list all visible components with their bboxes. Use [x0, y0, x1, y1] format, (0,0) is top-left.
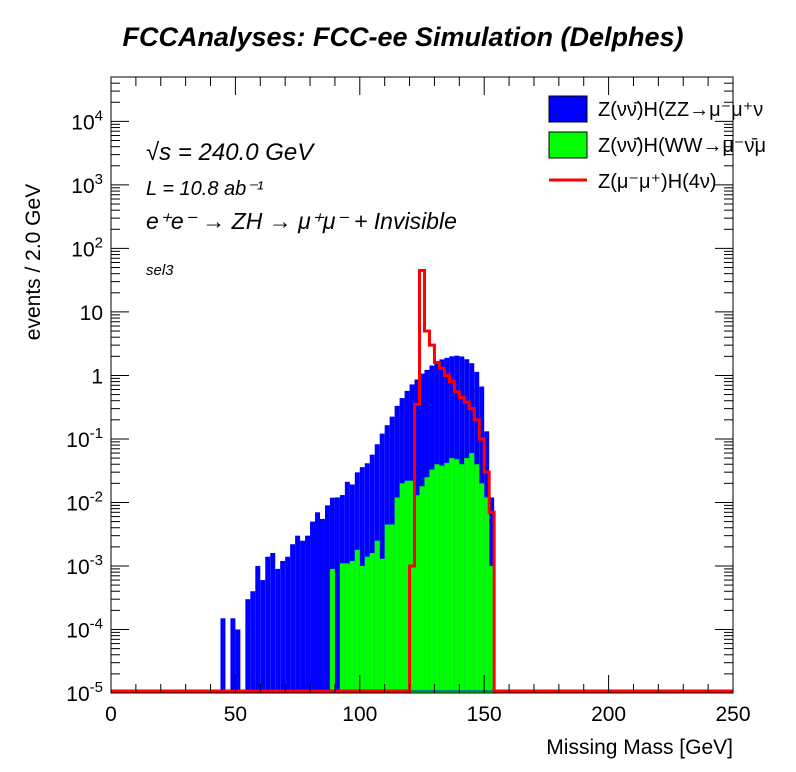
- ww-bar: [439, 465, 445, 693]
- legend-label-signal: Z(μ⁻μ⁺)H(4ν): [598, 171, 717, 193]
- zz-bar: [245, 599, 251, 693]
- x-tick-label: 50: [224, 703, 247, 726]
- legend-entry-ww: Z(νν̄)H(WW→μ⁻ν̄μ: [548, 131, 766, 159]
- ww-bar: [389, 524, 395, 693]
- y-tick-label: 102: [71, 234, 103, 261]
- x-tick-label: 0: [105, 703, 117, 726]
- x-axis-label: Missing Mass [GeV]: [546, 736, 733, 759]
- x-tick-label: 100: [342, 703, 377, 726]
- ww-bar: [414, 495, 420, 693]
- zz-bar: [285, 556, 291, 693]
- ww-bar: [404, 480, 410, 693]
- zz-bar: [319, 518, 325, 693]
- zz-bar: [310, 521, 316, 693]
- x-tick-label: 150: [467, 703, 502, 726]
- zz-bar: [220, 618, 226, 693]
- y-tick-label: 10-2: [66, 488, 103, 515]
- y-tick-label: 10-1: [66, 425, 103, 452]
- y-tick-label: 10-4: [66, 615, 103, 642]
- ww-bar: [424, 477, 430, 693]
- ww-bar: [429, 469, 435, 693]
- annotations: √s = 240.0 GeV L = 10.8 ab⁻¹ e⁺e⁻ → ZH →…: [146, 139, 457, 279]
- legend-entry-signal: Z(μ⁻μ⁺)H(4ν): [549, 171, 717, 193]
- ww-bar: [474, 464, 480, 693]
- legend-entry-zz: Z(νν̄)H(ZZ→μ⁻μ⁺ν: [548, 95, 763, 123]
- y-tick-label: 10: [80, 302, 103, 325]
- y-tick-label: 104: [71, 107, 103, 134]
- legend-label-ww: Z(νν̄)H(WW→μ⁻ν̄μ: [598, 135, 766, 157]
- y-tick-label: 1: [91, 365, 103, 388]
- annotation-selection: sel3: [146, 262, 174, 279]
- ww-bar: [464, 458, 470, 693]
- ww-bar: [344, 563, 350, 693]
- legend-swatch-ww: [548, 131, 588, 159]
- ww-bar: [459, 464, 465, 693]
- legend-swatch-zz: [548, 95, 588, 123]
- ww-bar: [409, 480, 415, 693]
- ww-bar: [379, 558, 385, 693]
- ww-bar: [384, 524, 390, 693]
- ww-bar: [354, 549, 360, 693]
- zz-bar: [290, 544, 296, 693]
- zz-bar: [324, 505, 330, 693]
- y-axis-label: events / 2.0 GeV: [22, 184, 45, 340]
- ww-bar: [364, 556, 370, 693]
- ww-bar: [339, 563, 345, 693]
- zz-bar: [300, 540, 306, 693]
- y-tick-label: 10-3: [66, 552, 103, 579]
- ww-bar: [349, 560, 355, 693]
- ww-bar: [399, 483, 405, 693]
- ww-bar: [484, 497, 490, 693]
- x-tick-label: 200: [591, 703, 626, 726]
- ww-bar: [359, 565, 365, 693]
- ww-bar: [434, 464, 440, 693]
- zz-bar: [250, 591, 256, 693]
- axes: 0 50 100 150 200 250 10-5 10-4 10-3 10-2 10-1 1 10 10…: [66, 76, 751, 726]
- zz-bar: [275, 568, 281, 693]
- zz-bar: [315, 512, 320, 693]
- legend-label-zz: Z(νν̄)H(ZZ→μ⁻μ⁺ν: [598, 99, 763, 121]
- ww-bar: [489, 565, 495, 693]
- zz-bar: [305, 535, 311, 693]
- zz-bar: [230, 618, 236, 693]
- annotation-luminosity: L = 10.8 ab⁻¹: [146, 178, 264, 200]
- x-tick-label: 250: [715, 703, 750, 726]
- zz-bar: [265, 556, 271, 693]
- ww-bar: [479, 483, 485, 693]
- annotation-sqrt-s: √s = 240.0 GeV: [146, 139, 315, 166]
- ww-bar: [419, 486, 425, 693]
- zz-bar: [255, 565, 261, 693]
- zz-bar: [295, 535, 301, 693]
- zz-bar: [235, 629, 241, 693]
- signal-series-line: [111, 268, 733, 693]
- zz-bar: [280, 560, 286, 693]
- annotation-process: e⁺e⁻ → ZH → μ⁺μ⁻ + Invisible: [146, 208, 457, 234]
- zz-bar: [270, 553, 276, 693]
- zz-bar: [260, 580, 266, 693]
- ww-bar: [449, 458, 455, 693]
- chart-title: FCCAnalyses: FCC-ee Simulation (Delphes): [122, 22, 683, 52]
- ww-bar: [469, 453, 475, 693]
- legend: Z(νν̄)H(ZZ→μ⁻μ⁺ν Z(νν̄)H(WW→μ⁻ν̄μ Z(μ⁻μ⁺…: [548, 95, 766, 193]
- y-tick-label: 103: [71, 171, 103, 198]
- ww-bar: [444, 462, 450, 693]
- ww-bar: [394, 497, 400, 693]
- plot-area: [111, 268, 733, 693]
- ww-bar: [369, 553, 375, 693]
- ww-bar: [454, 459, 460, 693]
- y-tick-label: 10-5: [66, 679, 103, 706]
- ww-bar: [329, 568, 335, 693]
- zz-bar: [334, 497, 340, 693]
- ww-bar: [374, 540, 380, 693]
